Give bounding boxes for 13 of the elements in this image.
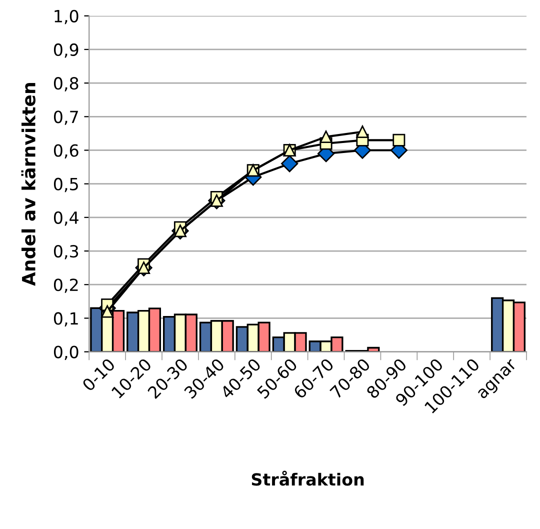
- y-tick-label: 0,0: [54, 346, 78, 360]
- y-axis-title: Andel av kärnvikten: [21, 83, 36, 286]
- y-tick-label: 0,2: [54, 278, 78, 293]
- y-tick-label: 0,1: [54, 312, 78, 326]
- y-tick-label: 0,8: [54, 77, 78, 92]
- y-tick-label: 0,6: [54, 144, 78, 159]
- y-tick-label: 1,0: [54, 10, 78, 24]
- x-axis-title: Stråfraktion: [252, 470, 364, 486]
- y-tick-label: 0,9: [54, 43, 78, 58]
- y-tick-label: 0,7: [54, 110, 78, 125]
- y-tick-label: 0,4: [54, 211, 78, 226]
- y-tick-label: 0,5: [54, 178, 78, 192]
- y-tick-label: 0,3: [54, 244, 78, 260]
